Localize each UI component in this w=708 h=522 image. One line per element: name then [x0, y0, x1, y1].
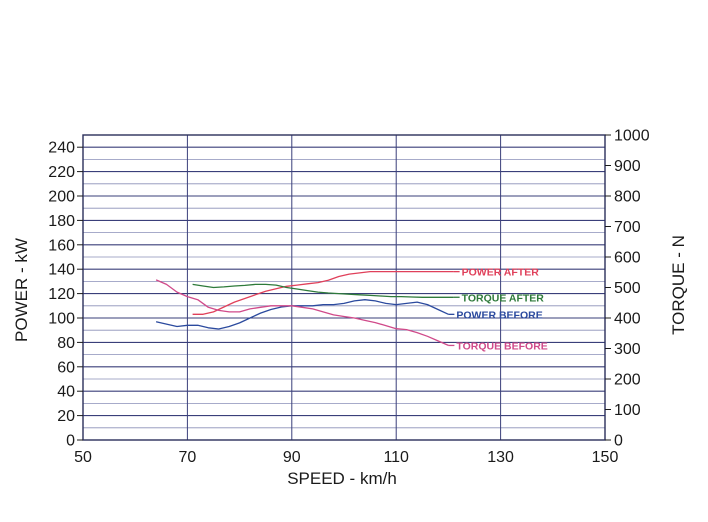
x-tick-label: 70 — [179, 449, 197, 466]
grid — [82, 134, 606, 441]
x-tick-label: 50 — [74, 449, 92, 466]
series-line-torque-after — [192, 283, 454, 298]
tick-labels: 0 20 40 60 80 100 120 140 160 180 200 220 240 0 100 200… — [48, 128, 649, 467]
x-tick-label: 150 — [592, 449, 619, 466]
y2-tick-label: 600 — [614, 250, 641, 267]
y-tick-label: 0 — [66, 433, 75, 450]
y2-tick-label: 300 — [614, 341, 641, 358]
y2-tick-label: 700 — [614, 219, 641, 236]
series-line-power-after — [192, 270, 454, 315]
x-tick-label: 130 — [487, 449, 514, 466]
y-tick-label: 120 — [48, 286, 75, 303]
y-tick-label: 160 — [48, 237, 75, 254]
series-line-power-before — [155, 299, 449, 330]
series-labels: POWER AFTER TORQUE AFTER POWER BEFORE TORQU… — [448, 267, 548, 352]
y-tick-label: 220 — [48, 164, 75, 181]
y-tick-label: 100 — [48, 311, 75, 328]
series-label-power-after: POWER AFTER — [462, 267, 540, 279]
y2-tick-label: 800 — [614, 189, 641, 206]
y2-tick-label: 100 — [614, 402, 641, 419]
x-axis-title: SPEED - km/h — [287, 469, 397, 488]
y-axis-title: POWER - kW — [12, 238, 31, 342]
y-tick-label: 20 — [57, 408, 75, 425]
plot-frame — [82, 134, 606, 441]
y-tick-label: 240 — [48, 140, 75, 157]
y2-tick-label: 0 — [614, 433, 623, 450]
x-tick-label: 110 — [383, 449, 409, 466]
x-tick-label: 90 — [283, 449, 301, 466]
y2-tick-label: 500 — [614, 280, 641, 297]
y-tick-label: 140 — [48, 262, 75, 279]
series-line-torque-before — [155, 279, 449, 346]
series-label-torque-after: TORQUE AFTER — [462, 292, 545, 304]
series-label-power-before: POWER BEFORE — [456, 309, 542, 321]
y-tick-label: 180 — [48, 213, 75, 230]
series-label-torque-before: TORQUE BEFORE — [456, 340, 547, 352]
y2-tick-label: 1000 — [614, 128, 650, 145]
y-tick-label: 60 — [57, 359, 75, 376]
y2-tick-label: 400 — [614, 311, 641, 328]
y2-tick-label: 900 — [614, 158, 641, 175]
y-tick-label: 80 — [57, 335, 75, 352]
y2-axis-title: TORQUE - N — [669, 235, 688, 335]
series-lines — [155, 270, 454, 346]
y-tick-label: 200 — [48, 189, 75, 206]
y2-tick-label: 200 — [614, 372, 641, 389]
y-tick-label: 40 — [57, 384, 75, 401]
